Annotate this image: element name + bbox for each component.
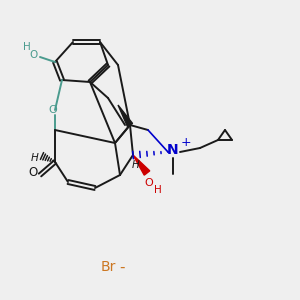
Text: N: N (167, 143, 179, 157)
Text: H: H (30, 153, 38, 163)
Text: +: + (181, 136, 191, 148)
Text: H: H (132, 160, 140, 170)
Text: -: - (119, 260, 125, 274)
Polygon shape (118, 105, 133, 127)
Text: O: O (28, 166, 38, 178)
Polygon shape (133, 155, 150, 175)
Text: O: O (145, 178, 153, 188)
Text: H: H (23, 42, 31, 52)
Text: H: H (154, 185, 162, 195)
Text: O: O (49, 105, 57, 115)
Text: O: O (29, 50, 37, 60)
Text: Br: Br (100, 260, 116, 274)
